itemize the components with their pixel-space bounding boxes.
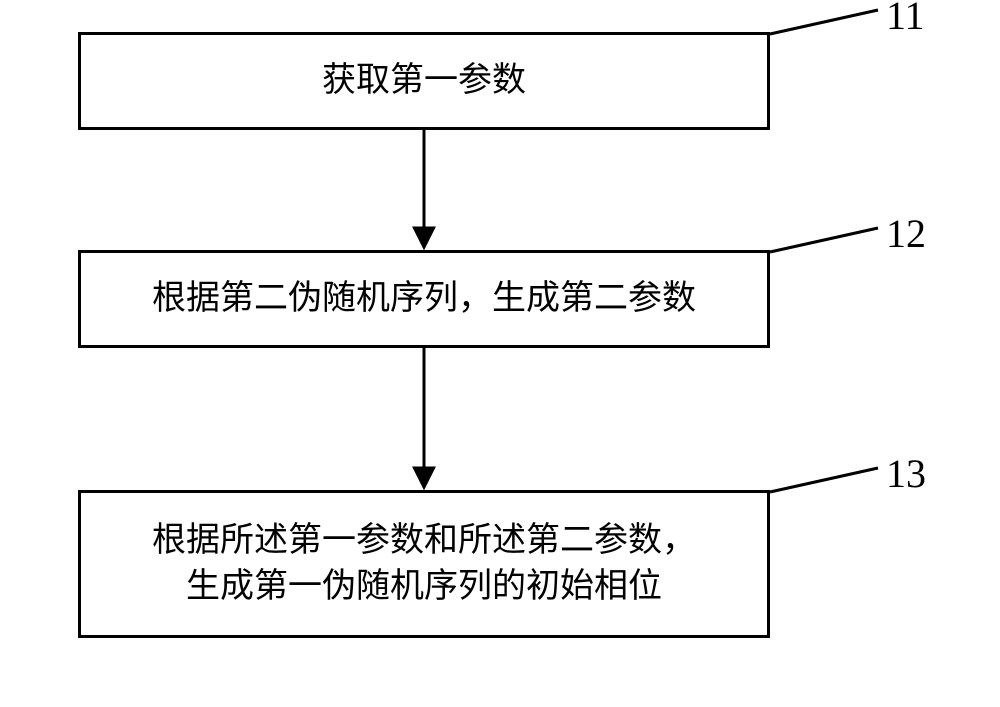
- callout-line-2: [770, 228, 878, 252]
- flow-step-2-text: 根据第二伪随机序列，生成第二参数: [152, 276, 696, 322]
- callout-label-3: 13: [886, 450, 926, 497]
- callout-label-2: 12: [886, 210, 926, 257]
- callout-label-1: 11: [886, 0, 925, 39]
- callout-label-3-text: 13: [886, 451, 926, 496]
- callout-line-1: [770, 10, 878, 34]
- flow-step-1: 获取第一参数: [78, 32, 770, 130]
- flow-step-2: 根据第二伪随机序列，生成第二参数: [78, 250, 770, 348]
- callout-label-1-text: 11: [886, 0, 925, 38]
- callout-label-2-text: 12: [886, 211, 926, 256]
- flow-step-1-text: 获取第一参数: [322, 58, 526, 104]
- flow-step-3-text: 根据所述第一参数和所述第二参数，生成第一伪随机序列的初始相位: [152, 518, 696, 610]
- flow-step-3: 根据所述第一参数和所述第二参数，生成第一伪随机序列的初始相位: [78, 490, 770, 638]
- callout-line-3: [770, 468, 878, 492]
